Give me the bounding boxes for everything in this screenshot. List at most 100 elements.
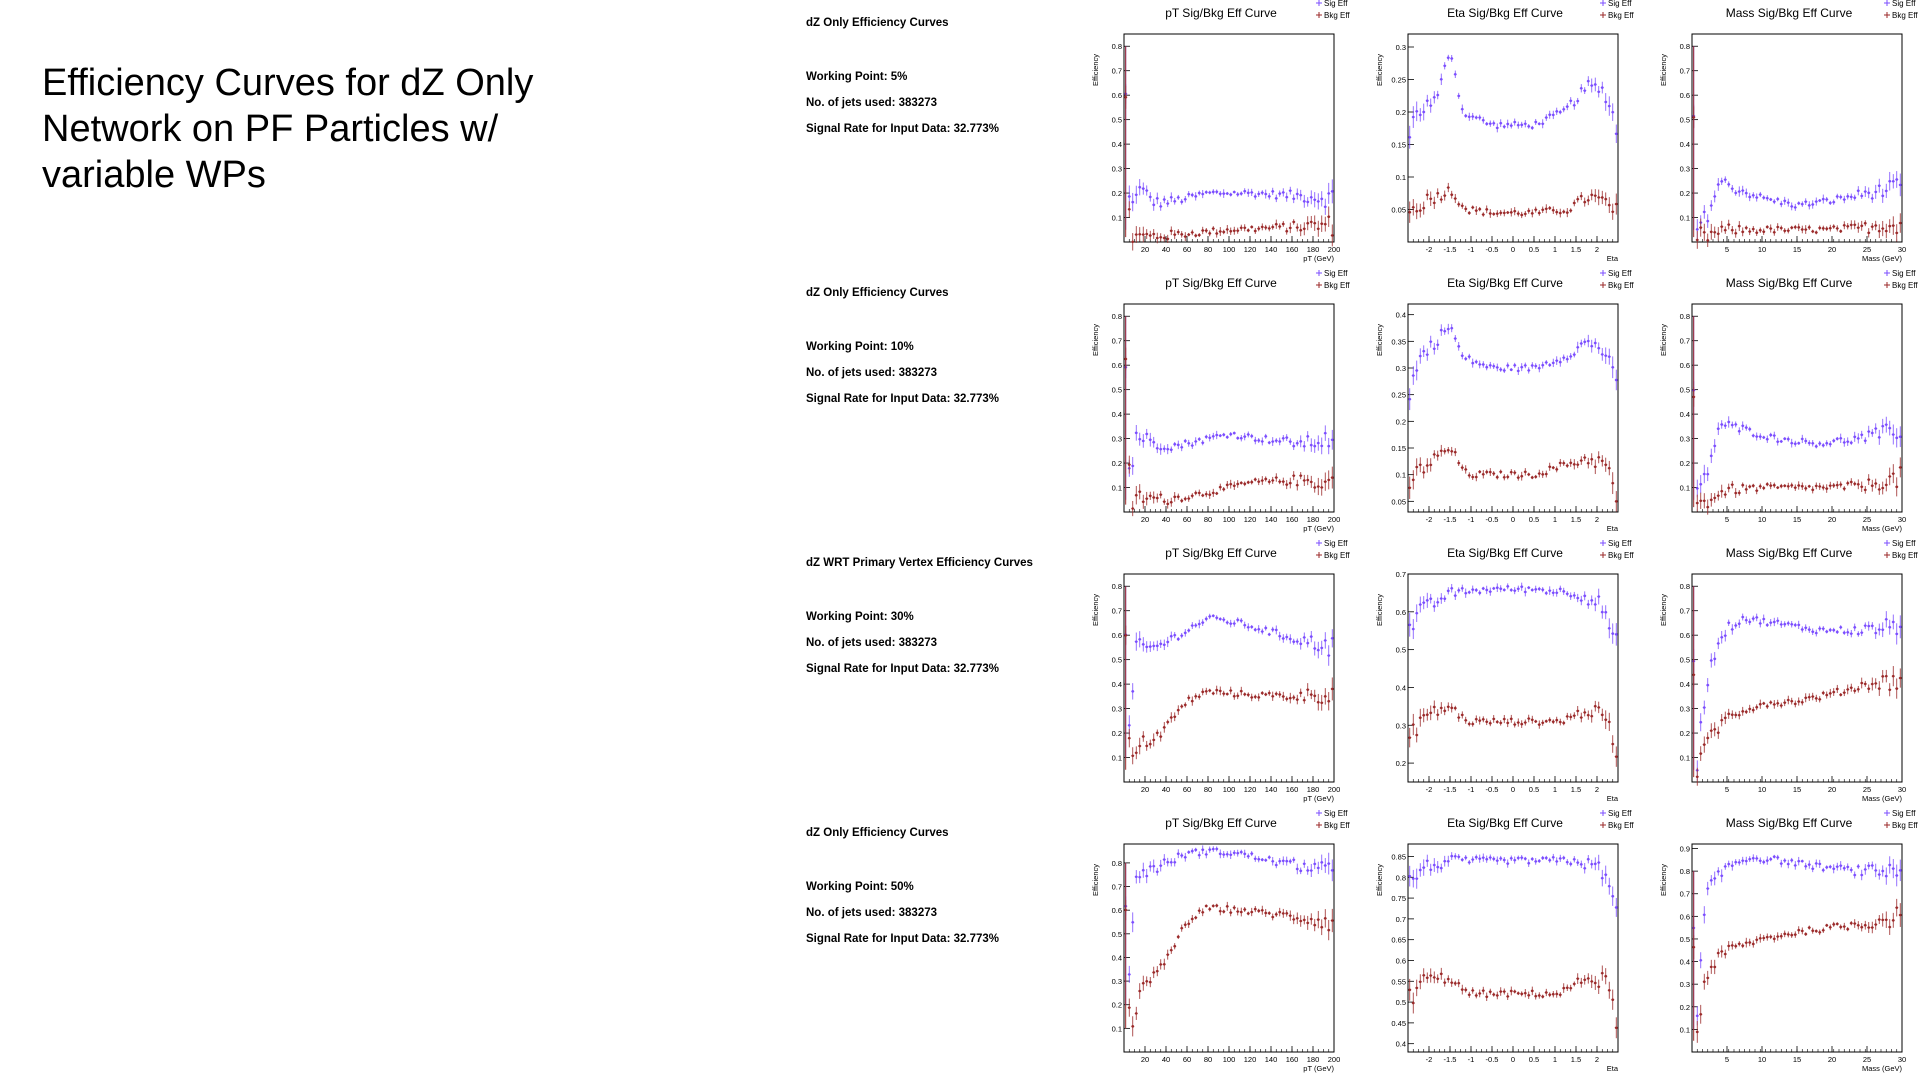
data-point: [1586, 79, 1590, 83]
data-point: [1523, 991, 1527, 995]
data-point: [1201, 229, 1205, 232]
data-point: [1699, 226, 1703, 229]
data-point: [1450, 193, 1454, 197]
y-tick-label: 0.85: [1391, 852, 1406, 861]
data-point: [1243, 623, 1247, 627]
data-point: [1239, 481, 1243, 485]
x-tick-label: 140: [1265, 245, 1278, 254]
data-point: [1600, 353, 1604, 356]
data-point: [1804, 696, 1808, 700]
data-point: [1860, 631, 1864, 634]
data-point: [1439, 706, 1443, 710]
data-point: [1527, 209, 1531, 213]
data-point: [1295, 483, 1299, 487]
data-point: [1734, 423, 1738, 426]
data-point: [1604, 354, 1608, 357]
data-point: [1835, 483, 1839, 487]
y-tick-label: 0.4: [1680, 410, 1690, 419]
y-tick-label: 0.8: [1680, 867, 1690, 876]
data-point: [1762, 436, 1766, 439]
data-point: [1800, 700, 1804, 704]
data-point: [1772, 620, 1776, 624]
data-point: [1751, 193, 1755, 197]
data-point: [1558, 587, 1562, 591]
data-point: [1306, 921, 1310, 925]
data-point: [1218, 617, 1222, 621]
data-point: [1145, 189, 1149, 192]
data-point: [1765, 623, 1769, 627]
data-point: [1888, 426, 1892, 430]
data-point: [1506, 995, 1510, 998]
data-point: [1898, 221, 1902, 225]
data-point: [1877, 229, 1881, 233]
data-point: [1541, 588, 1545, 592]
data-point: [1222, 853, 1226, 856]
data-point: [1716, 731, 1720, 734]
data-point: [1457, 202, 1461, 206]
data-point: [1555, 359, 1559, 362]
data-point: [1320, 444, 1324, 448]
data-point: [1306, 869, 1310, 872]
data-point: [1211, 692, 1215, 695]
data-point: [1411, 115, 1415, 119]
x-tick-label: 30: [1898, 515, 1906, 524]
data-point: [1509, 588, 1513, 592]
data-point: [1572, 463, 1576, 466]
data-point: [1239, 226, 1243, 230]
data-point: [1411, 478, 1415, 482]
data-point: [1302, 862, 1306, 866]
data-point: [1327, 444, 1331, 448]
data-point: [1134, 493, 1138, 497]
data-point: [1236, 229, 1240, 232]
data-point: [1590, 599, 1594, 602]
data-point: [1281, 912, 1285, 915]
data-point: [1523, 470, 1527, 474]
data-point: [1429, 463, 1433, 467]
data-point: [1243, 908, 1247, 911]
data-point: [1232, 431, 1236, 435]
jets-used: No. of jets used: 383273: [806, 907, 938, 919]
y-tick-label: 0.6: [1680, 361, 1690, 370]
data-point: [1884, 423, 1888, 426]
data-point: [1422, 206, 1426, 210]
data-point: [1853, 689, 1857, 693]
data-point: [1769, 433, 1773, 437]
data-point: [1145, 645, 1149, 649]
y-tick-label: 0.1: [1396, 173, 1406, 182]
data-point: [1316, 918, 1320, 921]
y-tick-label: 0.2: [1680, 729, 1690, 738]
data-point: [1323, 222, 1327, 226]
data-point: [1159, 963, 1163, 966]
data-point: [1432, 347, 1436, 351]
y-tick-label: 0.7: [1680, 337, 1690, 346]
data-point: [1190, 849, 1194, 853]
data-point: [1457, 461, 1461, 465]
data-point: [1562, 986, 1566, 990]
data-point: [1215, 904, 1219, 907]
data-point: [1467, 474, 1471, 477]
y-tick-label: 0.5: [1680, 116, 1690, 125]
data-point: [1537, 211, 1541, 215]
x-axis-label: Eta: [1607, 794, 1619, 803]
data-point: [1278, 634, 1282, 638]
data-point: [1874, 482, 1878, 485]
data-point: [1488, 363, 1492, 367]
data-point: [1488, 122, 1492, 125]
chart-title: Mass Sig/Bkg Eff Curve: [1726, 546, 1853, 560]
data-point: [1218, 230, 1222, 233]
data-point: [1863, 439, 1867, 442]
data-point: [1853, 626, 1857, 629]
y-tick-label: 0.3: [1680, 705, 1690, 714]
legend-label: Bkg Eff: [1324, 11, 1350, 20]
x-tick-label: -0.5: [1486, 245, 1499, 254]
data-point: [1499, 368, 1503, 371]
data-point: [1737, 190, 1741, 193]
data-point: [1846, 224, 1850, 228]
data-point: [1516, 587, 1520, 591]
x-tick-label: 180: [1307, 515, 1320, 524]
data-point: [1534, 475, 1538, 479]
data-point: [1730, 628, 1734, 631]
data-point: [1138, 989, 1142, 993]
data-point: [1173, 715, 1177, 719]
